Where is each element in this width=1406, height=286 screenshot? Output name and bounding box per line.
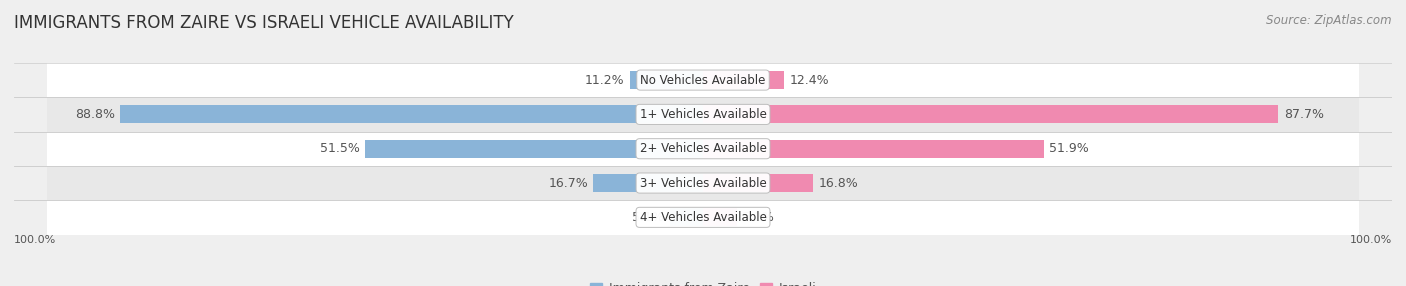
- Text: IMMIGRANTS FROM ZAIRE VS ISRAELI VEHICLE AVAILABILITY: IMMIGRANTS FROM ZAIRE VS ISRAELI VEHICLE…: [14, 14, 513, 32]
- Bar: [703, 106, 1278, 123]
- Bar: [703, 71, 785, 89]
- Bar: [703, 174, 813, 192]
- Text: 87.7%: 87.7%: [1284, 108, 1323, 121]
- Bar: [593, 174, 703, 192]
- Bar: [121, 106, 703, 123]
- Legend: Immigrants from Zaire, Israeli: Immigrants from Zaire, Israeli: [585, 277, 821, 286]
- Text: 12.4%: 12.4%: [790, 74, 830, 87]
- Bar: [46, 200, 1360, 235]
- Text: 11.2%: 11.2%: [585, 74, 624, 87]
- Bar: [703, 140, 1043, 158]
- Text: Source: ZipAtlas.com: Source: ZipAtlas.com: [1267, 14, 1392, 27]
- Text: 2+ Vehicles Available: 2+ Vehicles Available: [640, 142, 766, 155]
- Bar: [46, 132, 1360, 166]
- Bar: [669, 208, 703, 226]
- Bar: [46, 97, 1360, 132]
- Text: 5.1%: 5.1%: [633, 211, 664, 224]
- Text: 100.0%: 100.0%: [1350, 235, 1392, 245]
- Text: 51.9%: 51.9%: [1049, 142, 1088, 155]
- Text: 4+ Vehicles Available: 4+ Vehicles Available: [640, 211, 766, 224]
- Bar: [366, 140, 703, 158]
- Bar: [46, 63, 1360, 97]
- Bar: [630, 71, 703, 89]
- Text: No Vehicles Available: No Vehicles Available: [640, 74, 766, 87]
- Text: 88.8%: 88.8%: [75, 108, 115, 121]
- Bar: [46, 166, 1360, 200]
- Text: 100.0%: 100.0%: [14, 235, 56, 245]
- Text: 51.5%: 51.5%: [321, 142, 360, 155]
- Text: 16.7%: 16.7%: [548, 176, 588, 190]
- Text: 1+ Vehicles Available: 1+ Vehicles Available: [640, 108, 766, 121]
- Text: 3+ Vehicles Available: 3+ Vehicles Available: [640, 176, 766, 190]
- Text: 5.2%: 5.2%: [742, 211, 775, 224]
- Bar: [703, 208, 737, 226]
- Text: 16.8%: 16.8%: [818, 176, 858, 190]
